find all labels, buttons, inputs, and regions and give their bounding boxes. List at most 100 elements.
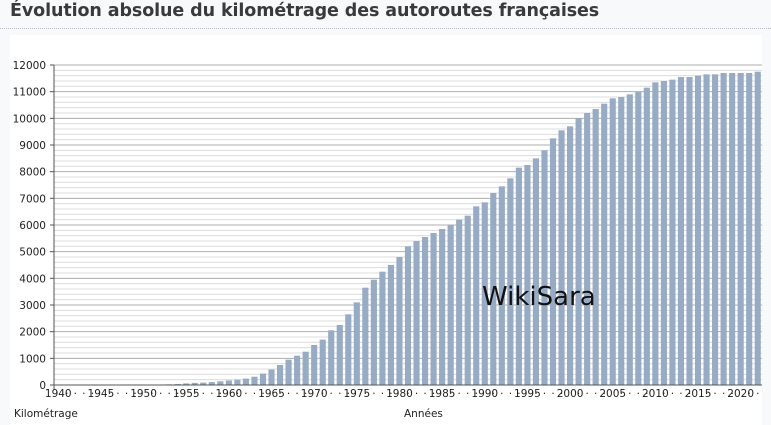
bar-2018 bbox=[720, 73, 727, 385]
watermark-text: WikiSara bbox=[482, 282, 596, 312]
chart-panel: 0 1000 2000 3000 4000 5000 6000 7000 8000 9000 100… bbox=[10, 35, 762, 425]
x-minor-tick-dot: · bbox=[551, 388, 554, 400]
x-minor-tick-dot: · bbox=[458, 388, 461, 400]
x-minor-tick-dot: · bbox=[159, 388, 162, 400]
x-minor-tick-dot: · bbox=[91, 388, 94, 400]
x-minor-tick-dot: · bbox=[389, 388, 392, 400]
x-tick-label: 1955 bbox=[173, 388, 200, 400]
x-minor-tick-dot: · bbox=[321, 388, 324, 400]
bar-1978 bbox=[379, 271, 386, 385]
bar-1957 bbox=[200, 382, 207, 385]
bar-1990 bbox=[481, 202, 488, 385]
bar-1979 bbox=[387, 265, 395, 385]
bar-2009 bbox=[643, 87, 650, 385]
bar-2022 bbox=[754, 71, 761, 385]
x-tick-label: 1940 bbox=[45, 388, 72, 400]
x-minor-tick-dot: · bbox=[347, 388, 350, 400]
bar-1964 bbox=[259, 373, 267, 385]
x-minor-tick-dot: · bbox=[295, 388, 298, 400]
x-minor-tick-dot: · bbox=[406, 388, 409, 400]
y-axis-title: Kilométrage bbox=[14, 408, 78, 420]
bar-2016 bbox=[703, 74, 710, 386]
bar-1981 bbox=[404, 246, 412, 385]
x-minor-tick-dot: · bbox=[253, 388, 256, 400]
bar-1989 bbox=[473, 206, 480, 385]
x-tick-label: 1945 bbox=[88, 388, 115, 400]
x-tick-label: 1995 bbox=[514, 388, 541, 400]
page-title: Évolution absolue du kilométrage des aut… bbox=[10, 1, 600, 21]
bars bbox=[140, 71, 761, 386]
x-tick-label: 1975 bbox=[343, 388, 370, 400]
bar-1991 bbox=[490, 193, 497, 385]
bar-2002 bbox=[584, 113, 591, 385]
y-tick-labels: 0 1000 2000 3000 4000 5000 6000 7000 8000 9000 100… bbox=[13, 60, 46, 392]
x-tick-label: 1980 bbox=[386, 388, 413, 400]
x-minor-tick-dot: · bbox=[150, 388, 153, 400]
x-minor-tick-dot: · bbox=[722, 388, 725, 400]
x-minor-tick-dot: · bbox=[219, 388, 222, 400]
x-tick-label: 2020 bbox=[727, 388, 754, 400]
bar-1980 bbox=[396, 257, 403, 385]
x-minor-tick-dot: · bbox=[432, 388, 435, 400]
bar-1988 bbox=[464, 215, 471, 385]
x-minor-tick-dot: · bbox=[730, 388, 733, 400]
bar-1954 bbox=[174, 383, 181, 385]
x-minor-tick-dot: · bbox=[688, 388, 691, 400]
bar-1976 bbox=[362, 287, 369, 385]
x-tick-label: 2010 bbox=[642, 388, 669, 400]
x-minor-tick-dot: · bbox=[671, 388, 674, 400]
y-tick-label: 7000 bbox=[19, 193, 46, 205]
bar-2015 bbox=[694, 75, 702, 385]
x-tick-label: 2015 bbox=[685, 388, 712, 400]
bar-2017 bbox=[712, 74, 719, 386]
x-minor-tick-dot: · bbox=[74, 388, 77, 400]
bar-1956 bbox=[191, 382, 198, 385]
x-minor-tick-dot: · bbox=[108, 388, 111, 400]
bar-2006 bbox=[618, 97, 625, 385]
x-minor-tick-dot: · bbox=[594, 388, 597, 400]
x-minor-tick-dot: · bbox=[133, 388, 136, 400]
x-minor-tick-dot: · bbox=[637, 388, 640, 400]
x-minor-tick-dot: · bbox=[509, 388, 512, 400]
kilometrage-bar-chart: 0 1000 2000 3000 4000 5000 6000 7000 8000 9000 100… bbox=[13, 60, 762, 400]
bar-2012 bbox=[669, 79, 676, 385]
bar-2001 bbox=[575, 118, 582, 385]
x-minor-tick-dot: · bbox=[278, 388, 281, 400]
x-tick-label: 1970 bbox=[301, 388, 328, 400]
x-tick-label: 2005 bbox=[599, 388, 626, 400]
bar-1993 bbox=[507, 178, 514, 385]
x-tick-label: 1960 bbox=[216, 388, 243, 400]
x-minor-tick-dot: · bbox=[585, 388, 588, 400]
bar-1994 bbox=[515, 167, 522, 385]
x-minor-tick-dot: · bbox=[244, 388, 247, 400]
bar-1973 bbox=[336, 325, 343, 385]
bar-1955 bbox=[183, 383, 190, 385]
x-minor-tick-dot: · bbox=[372, 388, 375, 400]
x-minor-tick-dot: · bbox=[645, 388, 648, 400]
y-tick-label: 3000 bbox=[19, 300, 46, 312]
bar-1969 bbox=[302, 351, 309, 385]
x-minor-tick-dot: · bbox=[167, 388, 170, 400]
title-divider bbox=[0, 28, 771, 29]
bar-1968 bbox=[294, 355, 301, 385]
x-minor-tick-dot: · bbox=[125, 388, 128, 400]
x-minor-tick-dot: · bbox=[662, 388, 665, 400]
bar-1972 bbox=[328, 330, 335, 385]
y-tick-label: 0 bbox=[39, 380, 46, 392]
bar-1958 bbox=[208, 382, 215, 385]
bar-1960 bbox=[225, 380, 232, 385]
x-minor-tick-dot: · bbox=[679, 388, 682, 400]
y-tick-label: 11000 bbox=[13, 87, 46, 99]
bar-1963 bbox=[251, 376, 258, 385]
x-minor-tick-dot: · bbox=[236, 388, 239, 400]
bar-1986 bbox=[447, 225, 454, 385]
bar-1962 bbox=[242, 378, 249, 385]
x-tick-label: 1990 bbox=[471, 388, 498, 400]
bar-1959 bbox=[217, 381, 224, 385]
x-minor-tick-dot: · bbox=[560, 388, 563, 400]
y-tick-label: 6000 bbox=[19, 220, 46, 232]
x-minor-tick-dot: · bbox=[756, 388, 759, 400]
axes bbox=[50, 64, 762, 389]
y-tick-label: 2000 bbox=[19, 327, 46, 339]
x-minor-tick-dot: · bbox=[415, 388, 418, 400]
